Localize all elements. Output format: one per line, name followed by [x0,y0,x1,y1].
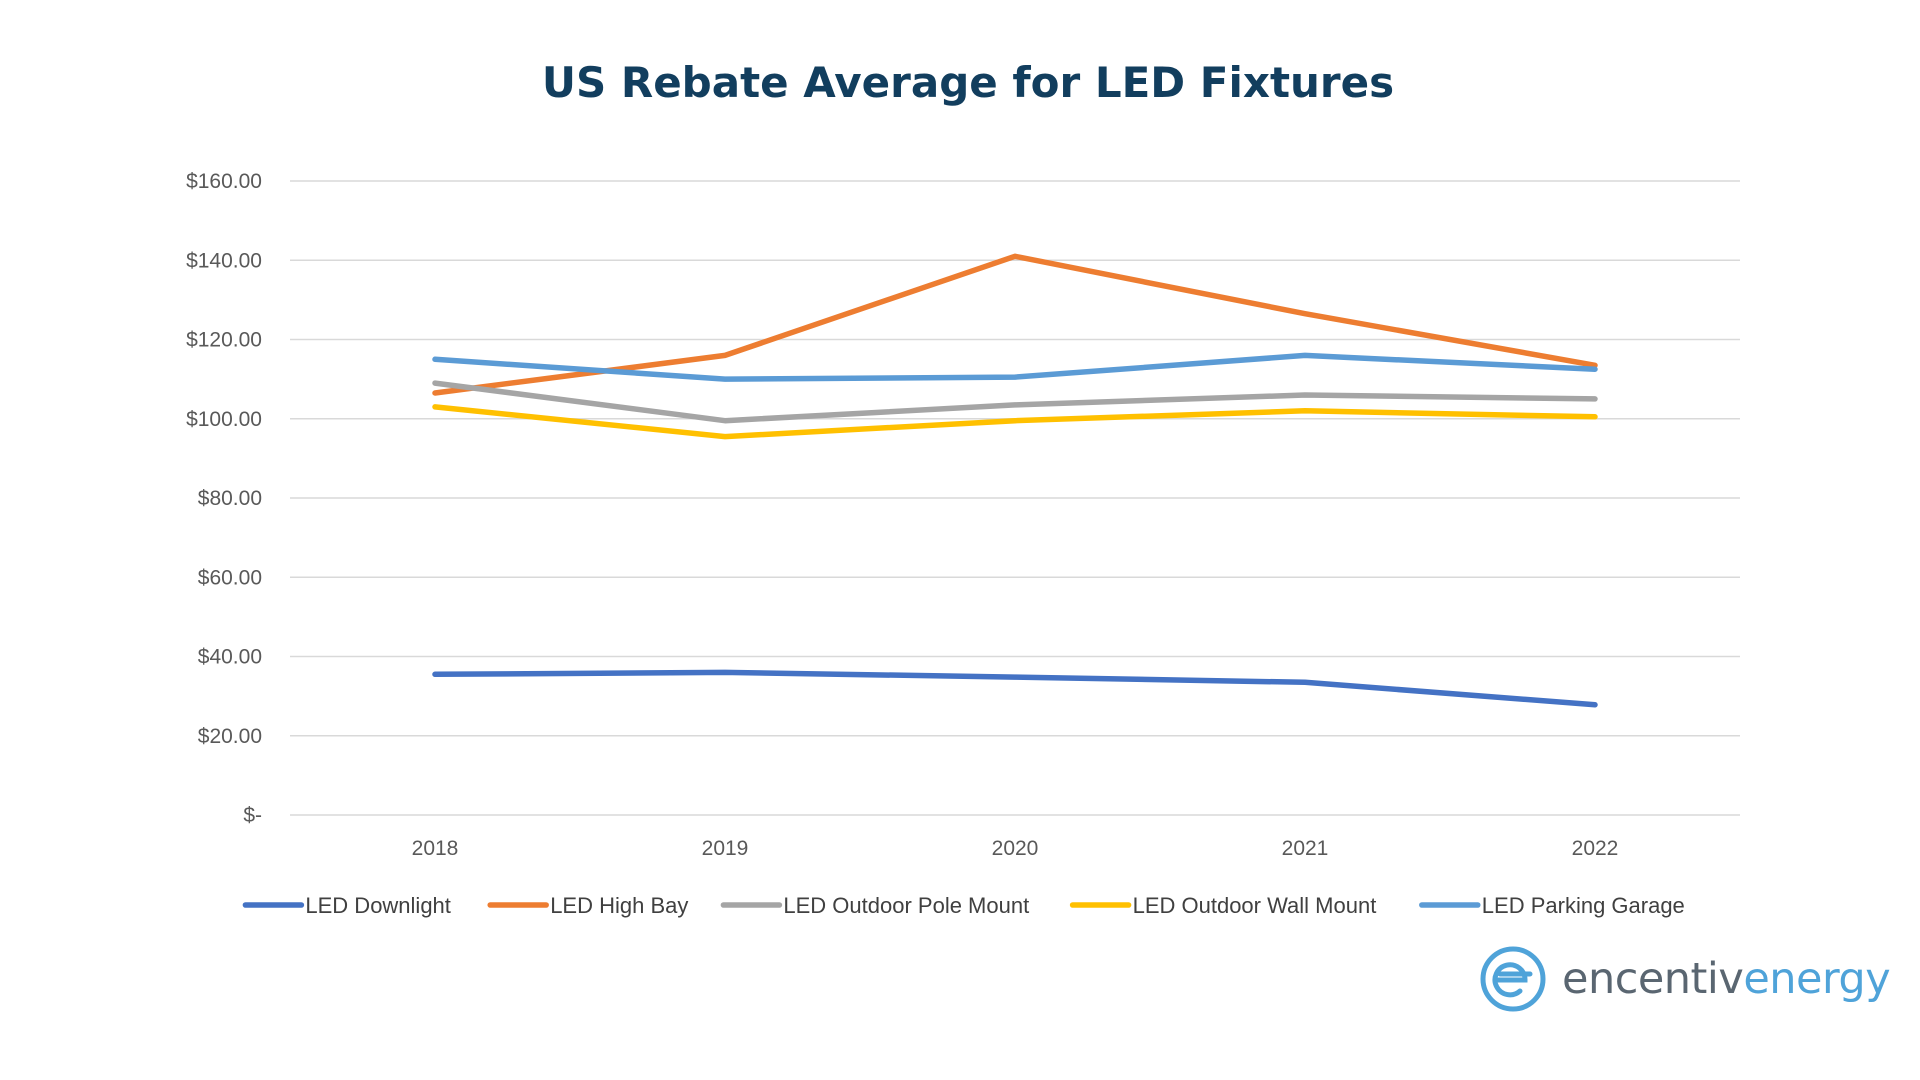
legend-item-led-high-bay[interactable]: LED High Bay [487,893,688,918]
y-tick-label: $120.00 [186,329,262,352]
logo-wordmark: encentivenergy [1562,954,1891,1004]
legend-label: LED Parking Garage [1482,893,1685,918]
y-tick-label: $160.00 [186,170,262,193]
y-axis-tick-labels: $- $20.00 $40.00 $60.00 $80.00 $100.00 $120.00… [186,170,262,827]
x-tick-label: 2019 [702,837,749,860]
x-tick-label: 2022 [1572,837,1619,860]
logo-word-energy: energy [1743,954,1891,1004]
series-line-led-outdoor-wall-mount [432,404,1598,440]
legend-item-led-outdoor-pole-mount[interactable]: LED Outdoor Pole Mount [720,893,1029,918]
series-line-led-parking-garage [432,352,1598,382]
legend-item-led-outdoor-wall-mount[interactable]: LED Outdoor Wall Mount [1069,893,1377,918]
y-tick-label: $40.00 [198,646,262,669]
legend-label: LED Outdoor Wall Mount [1133,893,1377,918]
series-line-led-high-bay [432,253,1598,396]
legend-label: LED Downlight [305,893,451,918]
gridlines [290,180,1740,816]
y-tick-label: $100.00 [186,408,262,431]
x-tick-label: 2021 [1282,837,1329,860]
series-line-led-outdoor-pole-mount [432,380,1598,424]
y-tick-label: $60.00 [198,566,262,589]
legend-label: LED High Bay [550,893,688,918]
x-axis-tick-labels: 2018 2019 2020 2021 2022 [412,837,1619,860]
series-line-led-downlight [432,669,1598,708]
encentiv-energy-logo: encentivenergy [1478,944,1891,1014]
chart-title: US Rebate Average for LED Fixtures [542,58,1394,107]
y-tick-label: $- [243,804,262,827]
y-tick-label: $140.00 [186,249,262,272]
encentiv-e-logo-icon [1480,946,1546,1012]
legend[interactable]: LED Downlight LED High Bay LED Outdoor Pol… [242,893,1685,918]
series-lines [432,253,1598,708]
y-tick-label: $20.00 [198,725,262,748]
x-tick-label: 2020 [992,837,1039,860]
y-tick-label: $80.00 [198,487,262,510]
legend-label: LED Outdoor Pole Mount [783,893,1029,918]
logo-word-encentiv: encentiv [1562,954,1744,1004]
legend-item-led-parking-garage[interactable]: LED Parking Garage [1419,893,1685,918]
x-tick-label: 2018 [412,837,459,860]
legend-item-led-downlight[interactable]: LED Downlight [242,893,451,918]
